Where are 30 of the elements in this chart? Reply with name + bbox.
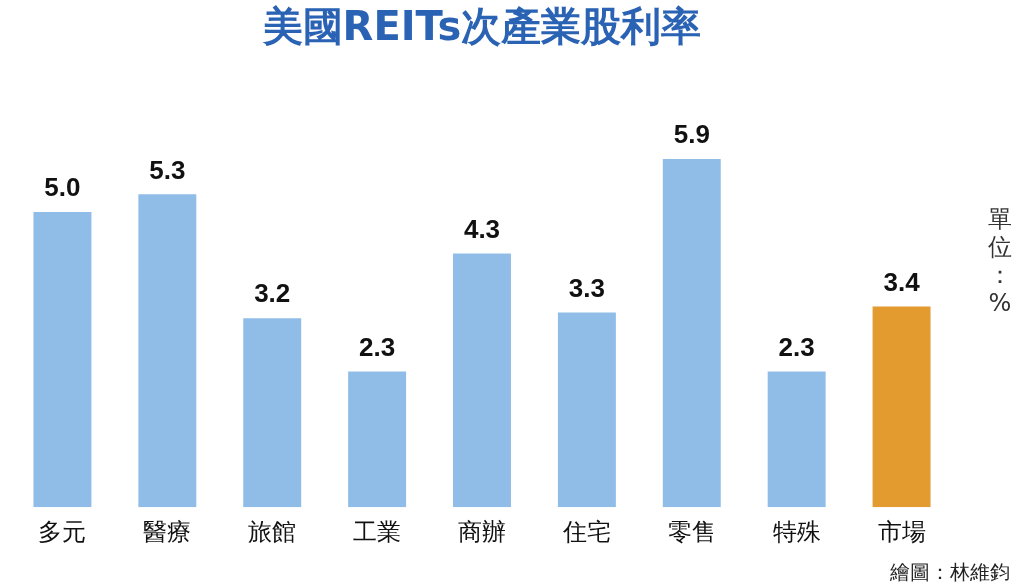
x-tick-label: 住宅 [561, 517, 611, 546]
x-tick-label: 多元 [38, 517, 87, 546]
data-label: 5.9 [673, 119, 710, 150]
data-label: 3.3 [568, 272, 605, 303]
data-label: 2.3 [359, 331, 396, 362]
text: 繪圖：林維鈞 [890, 559, 1010, 586]
x-tick-label: 特殊 [772, 517, 821, 546]
bar [767, 371, 826, 508]
data-label: 5.3 [149, 154, 186, 185]
x-tick-label: 市場 [877, 517, 926, 546]
chart-title: 美國REITs次產業股利率 [261, 3, 702, 50]
bar [662, 158, 721, 508]
data-label: 4.3 [463, 213, 501, 244]
data-label: 3.4 [883, 266, 921, 297]
data-label: 3.2 [254, 278, 291, 309]
bar [243, 318, 302, 508]
bar [348, 371, 407, 508]
bar [33, 212, 92, 508]
x-tick-label: 工業 [353, 517, 402, 546]
x-tick-label: 商辦 [458, 517, 506, 546]
bar [138, 194, 197, 508]
bar [453, 253, 511, 508]
x-tick-label: 旅館 [248, 517, 297, 546]
bar [557, 312, 616, 508]
data-label: 2.3 [778, 331, 815, 362]
x-tick-label: 零售 [667, 517, 716, 546]
data-label: 5.0 [44, 172, 81, 203]
x-tick-label: 醫療 [143, 517, 192, 546]
bar [872, 306, 931, 508]
y-axis-title: 單位：% [987, 205, 1013, 317]
